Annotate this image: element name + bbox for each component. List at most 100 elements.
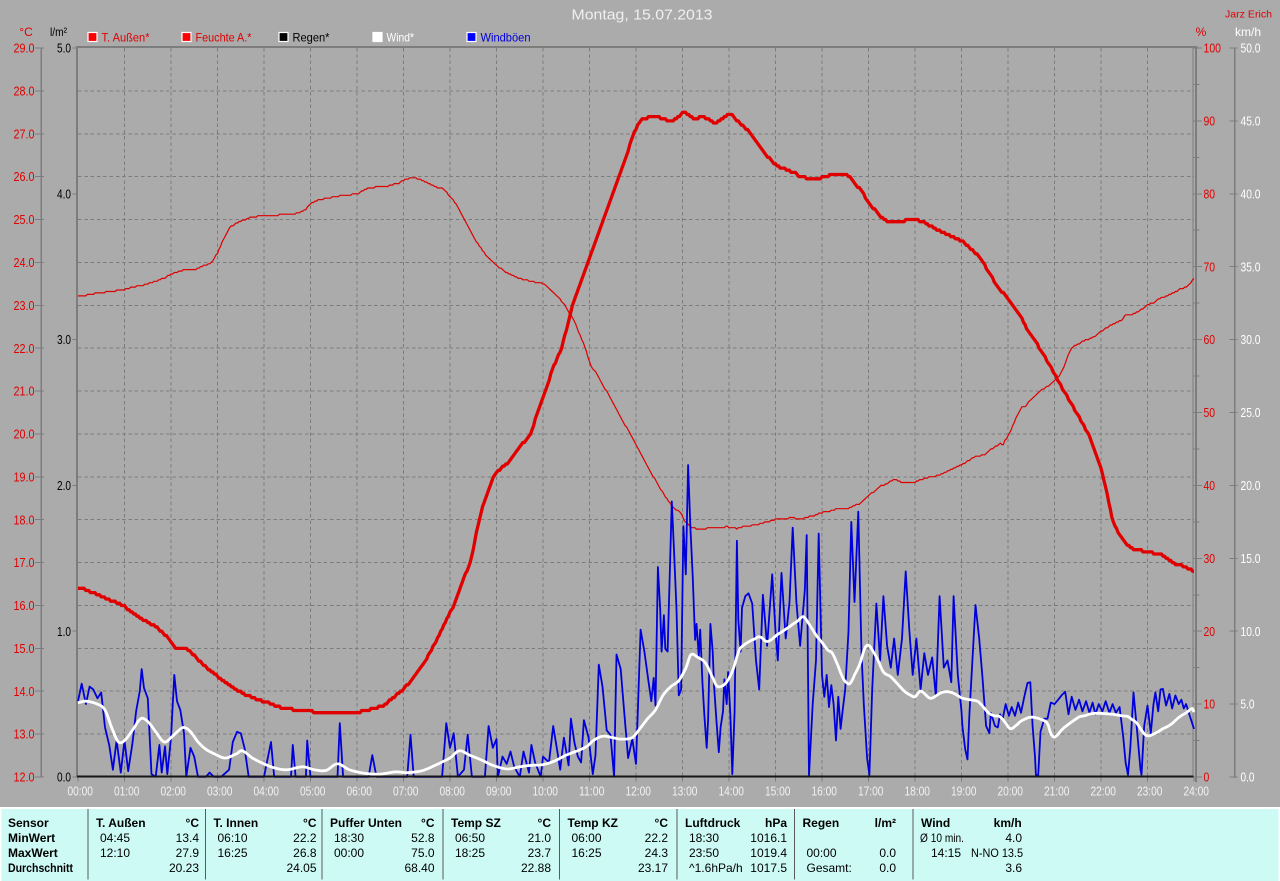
svg-text:2.0: 2.0 <box>57 478 71 493</box>
svg-text:3.0: 3.0 <box>57 332 71 347</box>
svg-text:40: 40 <box>1204 478 1216 493</box>
svg-text:35.0: 35.0 <box>1241 259 1261 274</box>
svg-text:Feuchte A.*: Feuchte A.* <box>196 31 252 45</box>
svg-text:08:00: 08:00 <box>439 784 465 799</box>
svg-text:24:00: 24:00 <box>1183 784 1209 799</box>
svg-text:06:10: 06:10 <box>218 831 248 845</box>
svg-text:4.0: 4.0 <box>57 186 71 201</box>
svg-text:°C: °C <box>538 816 552 830</box>
svg-text:68.40: 68.40 <box>404 861 434 875</box>
svg-text:12:10: 12:10 <box>100 846 130 860</box>
svg-text:Sensor: Sensor <box>8 816 49 830</box>
svg-text:Wind: Wind <box>921 816 950 830</box>
svg-text:80: 80 <box>1204 186 1216 201</box>
svg-text:16.0: 16.0 <box>14 598 35 613</box>
svg-text:18.0: 18.0 <box>14 512 35 527</box>
svg-text:13:00: 13:00 <box>672 784 698 799</box>
svg-text:4.0: 4.0 <box>1005 831 1022 845</box>
svg-text:26.0: 26.0 <box>14 169 35 184</box>
svg-text:09:00: 09:00 <box>486 784 512 799</box>
svg-text:70: 70 <box>1204 259 1216 274</box>
svg-text:Montag, 15.07.2013: Montag, 15.07.2013 <box>572 7 713 24</box>
svg-text:20.0: 20.0 <box>14 427 35 442</box>
svg-text:21.0: 21.0 <box>14 384 35 399</box>
svg-text:^1.6hPa/h: ^1.6hPa/h <box>689 861 743 875</box>
svg-text:1016.1: 1016.1 <box>750 831 787 845</box>
svg-text:12.0: 12.0 <box>14 770 35 785</box>
svg-text:23.0: 23.0 <box>14 298 35 313</box>
svg-text:Regen*: Regen* <box>293 31 330 45</box>
svg-text:26.8: 26.8 <box>293 846 317 860</box>
svg-text:°C: °C <box>303 816 317 830</box>
svg-text:19:00: 19:00 <box>951 784 977 799</box>
svg-text:23.17: 23.17 <box>638 861 668 875</box>
svg-text:45.0: 45.0 <box>1241 114 1261 129</box>
svg-text:Ø 10 min.: Ø 10 min. <box>920 831 964 845</box>
svg-text:21:00: 21:00 <box>1044 784 1070 799</box>
svg-text:25.0: 25.0 <box>14 212 35 227</box>
svg-text:24.05: 24.05 <box>286 861 316 875</box>
svg-text:16:25: 16:25 <box>572 846 602 860</box>
svg-text:40.0: 40.0 <box>1241 186 1261 201</box>
svg-text:0.0: 0.0 <box>879 846 896 860</box>
svg-text:13.4: 13.4 <box>176 831 200 845</box>
svg-text:90: 90 <box>1204 114 1216 129</box>
svg-text:02:00: 02:00 <box>160 784 186 799</box>
svg-text:27.0: 27.0 <box>14 126 35 141</box>
svg-text:Gesamt:: Gesamt: <box>807 861 852 875</box>
svg-text:14.0: 14.0 <box>14 684 35 699</box>
svg-text:14:15: 14:15 <box>931 846 961 860</box>
svg-text:20.23: 20.23 <box>169 861 199 875</box>
svg-text:km/h: km/h <box>994 816 1022 830</box>
svg-text:06:00: 06:00 <box>346 784 372 799</box>
svg-text:5.0: 5.0 <box>57 41 71 56</box>
svg-text:1019.4: 1019.4 <box>750 846 787 860</box>
svg-text:0.0: 0.0 <box>879 861 896 875</box>
svg-text:15.0: 15.0 <box>1241 551 1261 566</box>
svg-text:11:00: 11:00 <box>579 784 605 799</box>
svg-text:17.0: 17.0 <box>14 555 35 570</box>
svg-text:Regen: Regen <box>803 816 840 830</box>
svg-text:l/m²: l/m² <box>50 25 67 39</box>
svg-text:07:00: 07:00 <box>393 784 419 799</box>
svg-text:06:50: 06:50 <box>455 831 485 845</box>
svg-text:T. Außen: T. Außen <box>96 816 146 830</box>
svg-text:23.7: 23.7 <box>528 846 552 860</box>
svg-text:Jarz Erich: Jarz Erich <box>1225 9 1272 21</box>
svg-text:18:30: 18:30 <box>689 831 719 845</box>
svg-text:20.0: 20.0 <box>1241 478 1261 493</box>
svg-text:30.0: 30.0 <box>1241 332 1261 347</box>
svg-text:24.0: 24.0 <box>14 255 35 270</box>
svg-text:Temp KZ: Temp KZ <box>568 816 618 830</box>
svg-text:km/h: km/h <box>1235 25 1261 39</box>
svg-text:hPa: hPa <box>765 816 787 830</box>
svg-text:0.0: 0.0 <box>57 770 71 785</box>
svg-text:20:00: 20:00 <box>997 784 1023 799</box>
svg-text:28.0: 28.0 <box>14 84 35 99</box>
svg-text:00:00: 00:00 <box>807 846 837 860</box>
svg-text:Durchschnitt: Durchschnitt <box>8 861 73 875</box>
svg-text:21.0: 21.0 <box>528 831 552 845</box>
svg-text:0: 0 <box>1204 770 1210 785</box>
svg-text:50: 50 <box>1204 405 1216 420</box>
svg-text:22.0: 22.0 <box>14 341 35 356</box>
svg-text:MinWert: MinWert <box>8 831 55 845</box>
svg-text:18:00: 18:00 <box>904 784 930 799</box>
svg-text:22:00: 22:00 <box>1090 784 1116 799</box>
svg-text:01:00: 01:00 <box>114 784 140 799</box>
svg-text:Windböen: Windböen <box>481 31 531 45</box>
svg-text:04:45: 04:45 <box>100 831 130 845</box>
svg-text:5.0: 5.0 <box>1241 697 1255 712</box>
svg-text:17:00: 17:00 <box>858 784 884 799</box>
svg-text:0.0: 0.0 <box>1241 770 1255 785</box>
svg-text:00:00: 00:00 <box>334 846 364 860</box>
svg-text:50.0: 50.0 <box>1241 41 1261 56</box>
svg-text:75.0: 75.0 <box>411 846 435 860</box>
svg-text:23:50: 23:50 <box>689 846 719 860</box>
svg-text:27.9: 27.9 <box>176 846 200 860</box>
svg-text:100: 100 <box>1204 41 1222 56</box>
svg-text:10: 10 <box>1204 697 1216 712</box>
svg-text:l/m²: l/m² <box>875 816 896 830</box>
svg-text:13.0: 13.0 <box>14 727 35 742</box>
svg-text:10.0: 10.0 <box>1241 624 1261 639</box>
